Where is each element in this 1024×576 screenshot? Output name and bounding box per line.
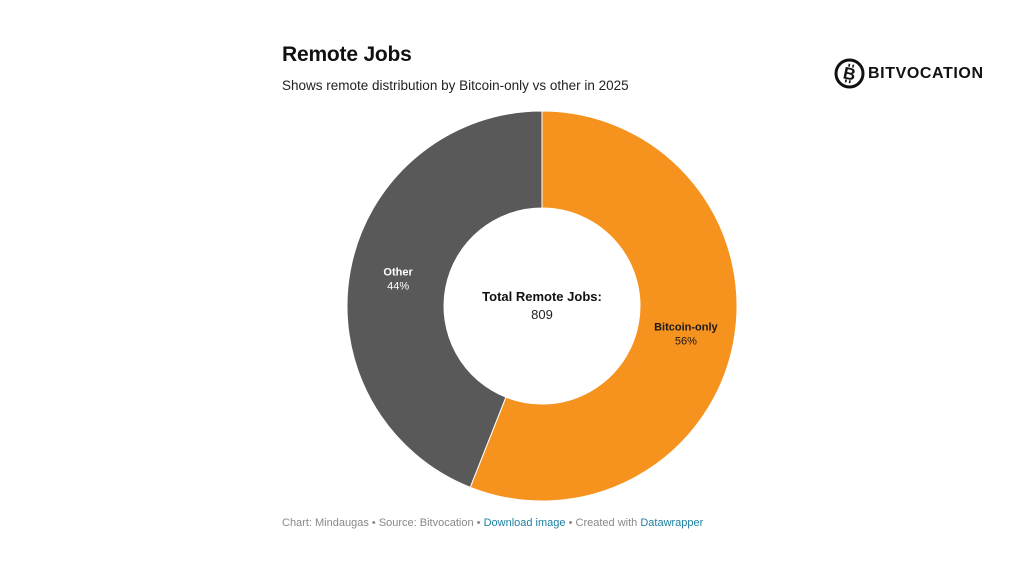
datawrapper-link[interactable]: Datawrapper (640, 517, 704, 529)
pie-slice-other (346, 110, 543, 488)
chart-footer: Chart: Mindaugas • Source: Bitvocation •… (282, 517, 703, 529)
download-image-link[interactable]: Download image (483, 517, 566, 529)
center-value: 809 (531, 307, 553, 322)
slice-label-other: Other (383, 267, 413, 279)
slice-value-bitcoin-only: 56% (675, 335, 697, 347)
slice-label-bitcoin-only: Bitcoin-only (654, 321, 718, 333)
footer-chart-credit: Chart: Mindaugas (282, 517, 369, 529)
center-label: Total Remote Jobs: (482, 289, 602, 304)
footer-created-with: Created with (575, 517, 638, 529)
footer-separator: • (371, 517, 376, 529)
chart-title: Remote Jobs (282, 43, 412, 66)
pie-slice-bitcoin-only (469, 110, 738, 502)
footer-source: Source: Bitvocation (378, 517, 474, 529)
brand-logo-text: BITVOCATION (868, 64, 984, 82)
footer-separator: • (568, 517, 573, 529)
bitcoin-b-icon: B (834, 58, 865, 89)
chart-subtitle: Shows remote distribution by Bitcoin-onl… (282, 78, 629, 93)
footer-separator: • (476, 517, 481, 529)
slice-value-other: 44% (387, 281, 409, 293)
brand-logo: B BITVOCATION (834, 57, 984, 90)
svg-text:B: B (841, 63, 857, 84)
